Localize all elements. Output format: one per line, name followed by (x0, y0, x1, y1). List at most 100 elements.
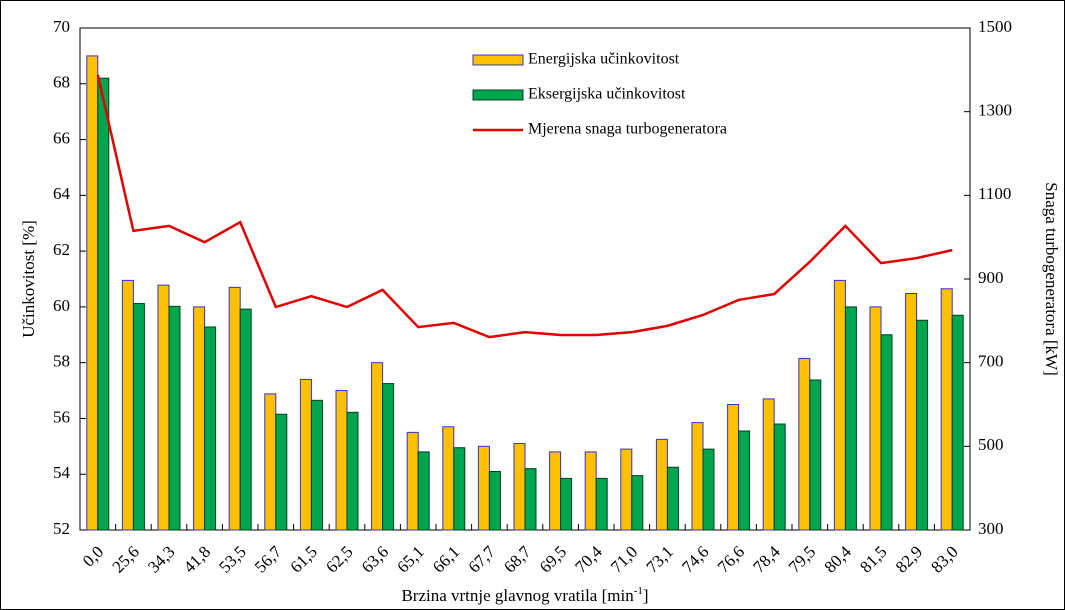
bar (121, 279, 134, 531)
x-tick-label: 68,7 (500, 542, 535, 577)
bar (453, 447, 466, 531)
bar (417, 451, 430, 531)
y-tick-label: 62 (53, 240, 70, 259)
legend-label: Eksergijska učinkovitost (528, 86, 686, 103)
bar (738, 430, 751, 531)
bar (880, 334, 893, 531)
x-tick-label: 0,0 (79, 542, 107, 570)
x-tick-label: 78,4 (749, 542, 784, 577)
y-tick-label: 66 (53, 128, 70, 147)
y-tick-label: 54 (53, 463, 71, 482)
y2-tick-label: 300 (978, 519, 1004, 538)
y-tick-label: 58 (53, 352, 70, 371)
y-tick-label: 70 (53, 17, 70, 36)
x-tick-label: 71,0 (607, 542, 641, 576)
bar (168, 305, 181, 531)
bar (762, 398, 775, 531)
bar (97, 77, 110, 531)
bar (86, 55, 99, 531)
bar (666, 466, 679, 531)
x-tick-label: 25,6 (109, 542, 143, 576)
y2-tick-label: 1300 (978, 101, 1012, 120)
bar (239, 308, 252, 531)
y2-tick-label: 900 (978, 268, 1004, 287)
x-tick-label: 34,3 (144, 542, 178, 576)
bar (275, 413, 288, 531)
bar (335, 390, 348, 531)
x-tick-label: 69,5 (536, 542, 570, 576)
bar (620, 448, 633, 531)
x-tick-label: 41,8 (180, 542, 214, 576)
legend-label: Energijska učinkovitost (528, 51, 680, 68)
x-tick-label: 62,5 (322, 542, 356, 576)
bar (773, 423, 786, 531)
bar (549, 451, 562, 531)
x-tick-label: 61,5 (287, 542, 321, 576)
bar (905, 293, 918, 531)
legend-swatch (472, 54, 524, 66)
x-tick-label: 76,6 (714, 542, 748, 576)
x-tick-label: 79,5 (785, 542, 819, 576)
y2-tick-label: 1100 (978, 184, 1011, 203)
bar (869, 306, 882, 531)
bar (406, 431, 419, 531)
bar (477, 445, 490, 531)
bar (798, 357, 811, 531)
x-tick-label: 63,6 (358, 542, 392, 576)
y-tick-label: 56 (53, 407, 70, 426)
bar (595, 477, 608, 531)
bar (584, 451, 597, 531)
bar (310, 399, 323, 531)
bar (951, 314, 964, 531)
x-tick-label: 66,1 (429, 542, 463, 576)
bar (916, 319, 929, 531)
x-tick-label: 70,4 (571, 542, 606, 577)
bar (157, 284, 170, 531)
bar (346, 411, 359, 531)
x-tick-label: 56,7 (251, 542, 286, 577)
bar (513, 443, 526, 531)
y2-axis-label: Snaga turbogeneratora [kW] (1042, 182, 1061, 376)
bar (691, 422, 704, 531)
x-axis-label: Brzina vrtnje glavnog vratila [min-1] (401, 585, 648, 605)
bar (264, 393, 277, 531)
x-tick-label: 65,1 (393, 542, 427, 576)
y-tick-label: 64 (53, 184, 71, 203)
x-tick-label: 53,5 (215, 542, 249, 576)
x-tick-label: 74,6 (678, 542, 712, 576)
legend-swatch (472, 89, 524, 101)
y2-tick-label: 700 (978, 352, 1004, 371)
bar (655, 438, 668, 531)
x-tick-label: 82,9 (892, 542, 926, 576)
line (96, 74, 953, 339)
bar (488, 470, 501, 531)
bar (228, 286, 241, 531)
bar (702, 448, 715, 531)
x-tick-label: 73,1 (643, 542, 677, 576)
y2-tick-label: 500 (978, 435, 1004, 454)
bar (442, 426, 455, 531)
bar (727, 404, 740, 531)
y-axis-label: Učinkovitost [%] (19, 220, 38, 338)
legend-label: Mjerena snaga turbogeneratora (528, 121, 727, 138)
y2-tick-label: 1500 (978, 17, 1012, 36)
x-tick-label: 81,5 (856, 542, 890, 576)
bar (382, 383, 395, 531)
x-tick-label: 80,4 (821, 542, 856, 577)
bar (833, 279, 846, 531)
bar (132, 303, 145, 531)
bar (299, 378, 312, 531)
bar (631, 475, 644, 531)
y-tick-label: 52 (53, 519, 70, 538)
y-tick-label: 68 (53, 73, 70, 92)
x-tick-label: 67,7 (465, 542, 500, 577)
bar (371, 362, 384, 531)
x-tick-label: 83,0 (927, 542, 961, 576)
y-tick-label: 60 (53, 296, 70, 315)
bar (204, 326, 217, 531)
bar (193, 306, 206, 531)
bar (560, 477, 573, 531)
bar (809, 379, 822, 531)
bar (844, 306, 857, 531)
